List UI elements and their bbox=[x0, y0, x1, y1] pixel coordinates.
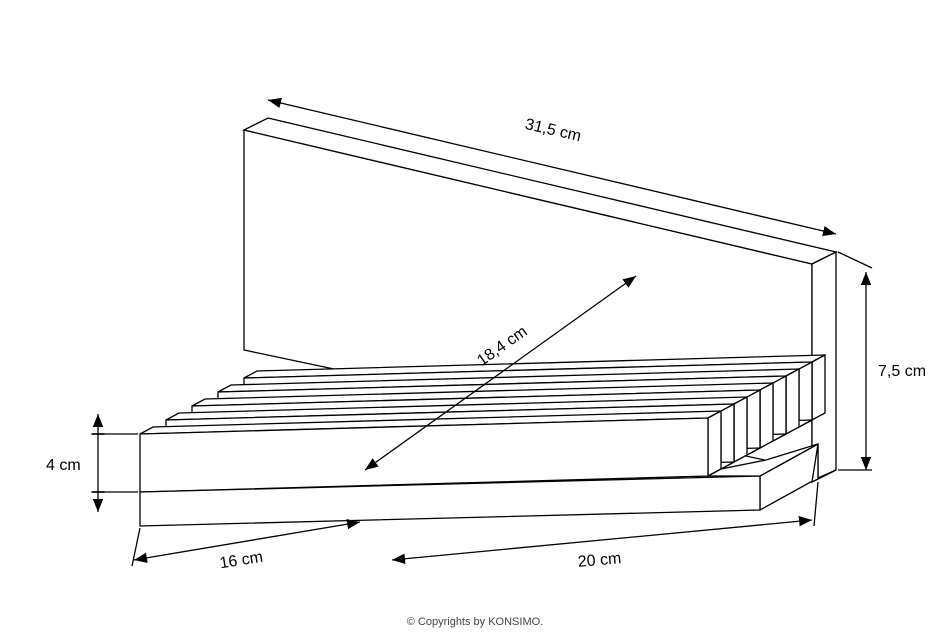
dim-right-h-label: 7,5 cm bbox=[878, 363, 926, 380]
technical-drawing: 31,5 cm 18,4 cm 7,5 cm 4 cm 16 cm 20 cm … bbox=[0, 0, 950, 633]
dim-left-h-label: 4 cm bbox=[46, 457, 81, 474]
copyright-text: © Copyrights by KONSIMO. bbox=[407, 616, 543, 628]
